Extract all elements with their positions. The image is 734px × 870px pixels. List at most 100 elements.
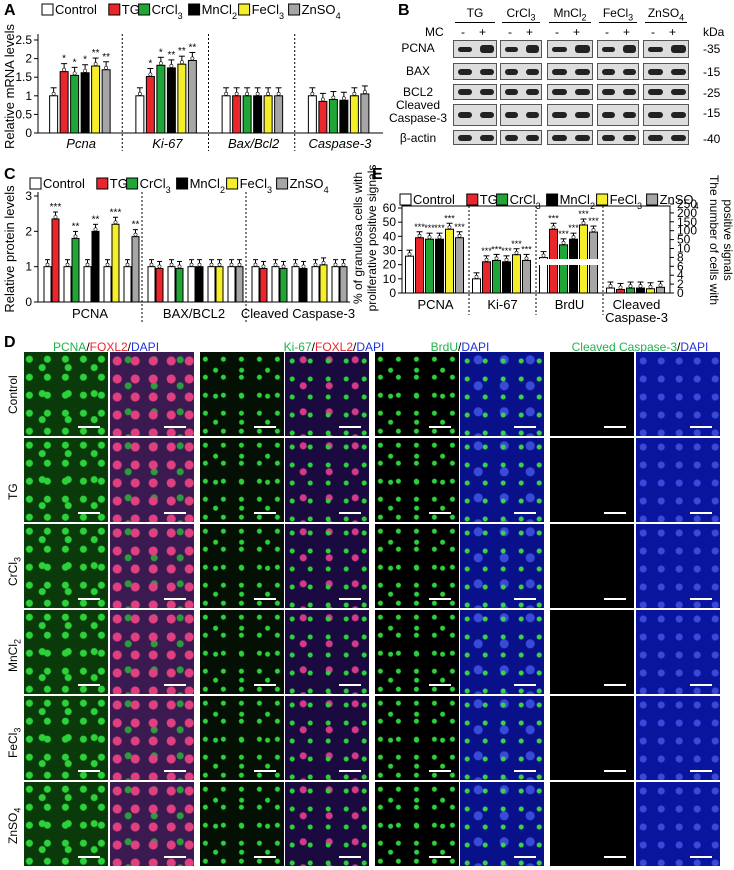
bar-pcna-fecl3 bbox=[445, 228, 454, 294]
blot-band bbox=[526, 68, 539, 75]
legend-label-mncl2: MnCl2 bbox=[202, 2, 237, 21]
legend-swatch-mncl2 bbox=[188, 3, 201, 16]
bar-pcna-control bbox=[43, 266, 52, 303]
data-point bbox=[209, 262, 214, 267]
bar-pcna-znso4 bbox=[131, 236, 140, 303]
micrograph-tile bbox=[375, 352, 459, 436]
data-point bbox=[273, 262, 278, 267]
micrograph-tile bbox=[636, 782, 720, 866]
bar-ki-67-tg bbox=[145, 75, 155, 134]
scale-bar bbox=[514, 770, 536, 772]
legend-swatch-fecl3 bbox=[596, 193, 609, 206]
bar-bax/bcl2-fecl3 bbox=[263, 95, 273, 134]
blot-band bbox=[648, 46, 663, 52]
scale-bar bbox=[429, 598, 451, 600]
blot-band bbox=[602, 46, 615, 52]
scale-bar bbox=[254, 426, 276, 428]
scale-bar bbox=[78, 684, 100, 686]
scale-bar bbox=[339, 426, 361, 428]
blot-strip bbox=[500, 104, 542, 126]
blot-group-tg: TG bbox=[466, 6, 484, 20]
blot-group-underline bbox=[502, 22, 540, 23]
micrograph-tile bbox=[200, 782, 284, 866]
scale-bar bbox=[254, 512, 276, 514]
bar-ki-67-znso4 bbox=[187, 59, 197, 134]
bar-caspase-3-control bbox=[307, 95, 317, 134]
micrograph-tile bbox=[636, 524, 720, 608]
blot-strip bbox=[453, 130, 497, 145]
scale-bar bbox=[429, 856, 451, 858]
scale-bar bbox=[690, 512, 712, 514]
bar-pcna-fecl3 bbox=[111, 223, 120, 303]
bar-baxbcl2-control bbox=[167, 266, 176, 303]
blot-band bbox=[575, 68, 590, 75]
data-point bbox=[551, 225, 556, 230]
stain-header-3: Cleaved Caspase-3/DAPI bbox=[571, 340, 709, 354]
y-tick-label: 10 bbox=[383, 272, 397, 286]
scale-bar bbox=[78, 598, 100, 600]
mc-minus-sign: - bbox=[605, 25, 609, 39]
bar-ki-67-fecl3 bbox=[177, 63, 187, 134]
bar-baxbcl2-mncl2 bbox=[195, 266, 204, 303]
scale-bar bbox=[514, 598, 536, 600]
bar-pcna-crcl3 bbox=[70, 74, 80, 134]
bar-cleavedcaspase3-znso4 bbox=[339, 266, 348, 303]
bar-cleavedcaspase3-fecl3 bbox=[319, 264, 328, 303]
bar-pcna-tg bbox=[51, 218, 60, 303]
mc-minus-sign: - bbox=[555, 25, 559, 39]
data-point bbox=[474, 274, 479, 279]
bar-ki67-control bbox=[472, 278, 481, 294]
legend-label-fecl3: FeCl3 bbox=[252, 2, 285, 21]
blot-band bbox=[623, 134, 636, 141]
legend-swatch-znso4 bbox=[276, 177, 289, 190]
bar-baxbcl2-crcl3 bbox=[175, 267, 184, 303]
blot-band bbox=[671, 45, 686, 53]
data-point bbox=[313, 262, 318, 267]
mc-label: MC bbox=[425, 25, 444, 39]
bar-caspase-3-znso4 bbox=[360, 93, 370, 134]
bar-ki67-fecl3 bbox=[512, 254, 521, 294]
blot-band bbox=[671, 134, 686, 141]
scale-bar bbox=[690, 770, 712, 772]
blot-band bbox=[623, 45, 636, 53]
data-point bbox=[427, 235, 432, 240]
blot-row-label: Cleaved Caspase-3 bbox=[388, 98, 448, 125]
y2-tick-label: 150 bbox=[677, 215, 697, 229]
blot-band bbox=[552, 112, 567, 118]
bar-ki67-crcl3 bbox=[492, 259, 501, 294]
legend-swatch-crcl3 bbox=[496, 193, 509, 206]
y-tick-label: 3 bbox=[25, 189, 32, 203]
row-label-4: FeCl3 bbox=[6, 727, 23, 758]
blot-band bbox=[648, 112, 663, 118]
significance-mark: *** bbox=[588, 216, 599, 226]
data-point bbox=[514, 250, 519, 255]
blot-strip bbox=[500, 40, 542, 58]
scale-bar bbox=[339, 770, 361, 772]
legend-swatch-control bbox=[399, 193, 412, 206]
data-point bbox=[105, 262, 110, 267]
stain-header-1: Ki-67/FOXL2/DAPI bbox=[283, 340, 385, 354]
data-point bbox=[276, 91, 281, 96]
legend-swatch-crcl3 bbox=[126, 177, 139, 190]
data-point bbox=[137, 91, 142, 96]
scale-bar bbox=[514, 856, 536, 858]
micrograph-tile bbox=[285, 696, 369, 780]
blot-strip bbox=[547, 40, 593, 58]
bar-cleavedcaspase3-control bbox=[331, 266, 340, 303]
significance-mark: * bbox=[62, 54, 66, 65]
category-label-0: Pcna bbox=[66, 136, 96, 151]
blot-strip bbox=[597, 40, 639, 58]
panel-label-d: D bbox=[4, 334, 16, 351]
scale-bar bbox=[339, 684, 361, 686]
legend-label-znso4: ZnSO4 bbox=[302, 2, 341, 21]
y2-tick-label: 6 bbox=[677, 259, 684, 273]
blot-band bbox=[480, 89, 494, 95]
data-point bbox=[113, 220, 118, 225]
data-point bbox=[581, 221, 586, 225]
y-tick-label: 1 bbox=[25, 260, 32, 274]
data-point bbox=[83, 68, 88, 73]
micrograph-tile bbox=[285, 352, 369, 436]
category-label-2: BrdU bbox=[555, 297, 585, 312]
blot-strip bbox=[453, 40, 497, 58]
blot-band bbox=[458, 68, 472, 75]
